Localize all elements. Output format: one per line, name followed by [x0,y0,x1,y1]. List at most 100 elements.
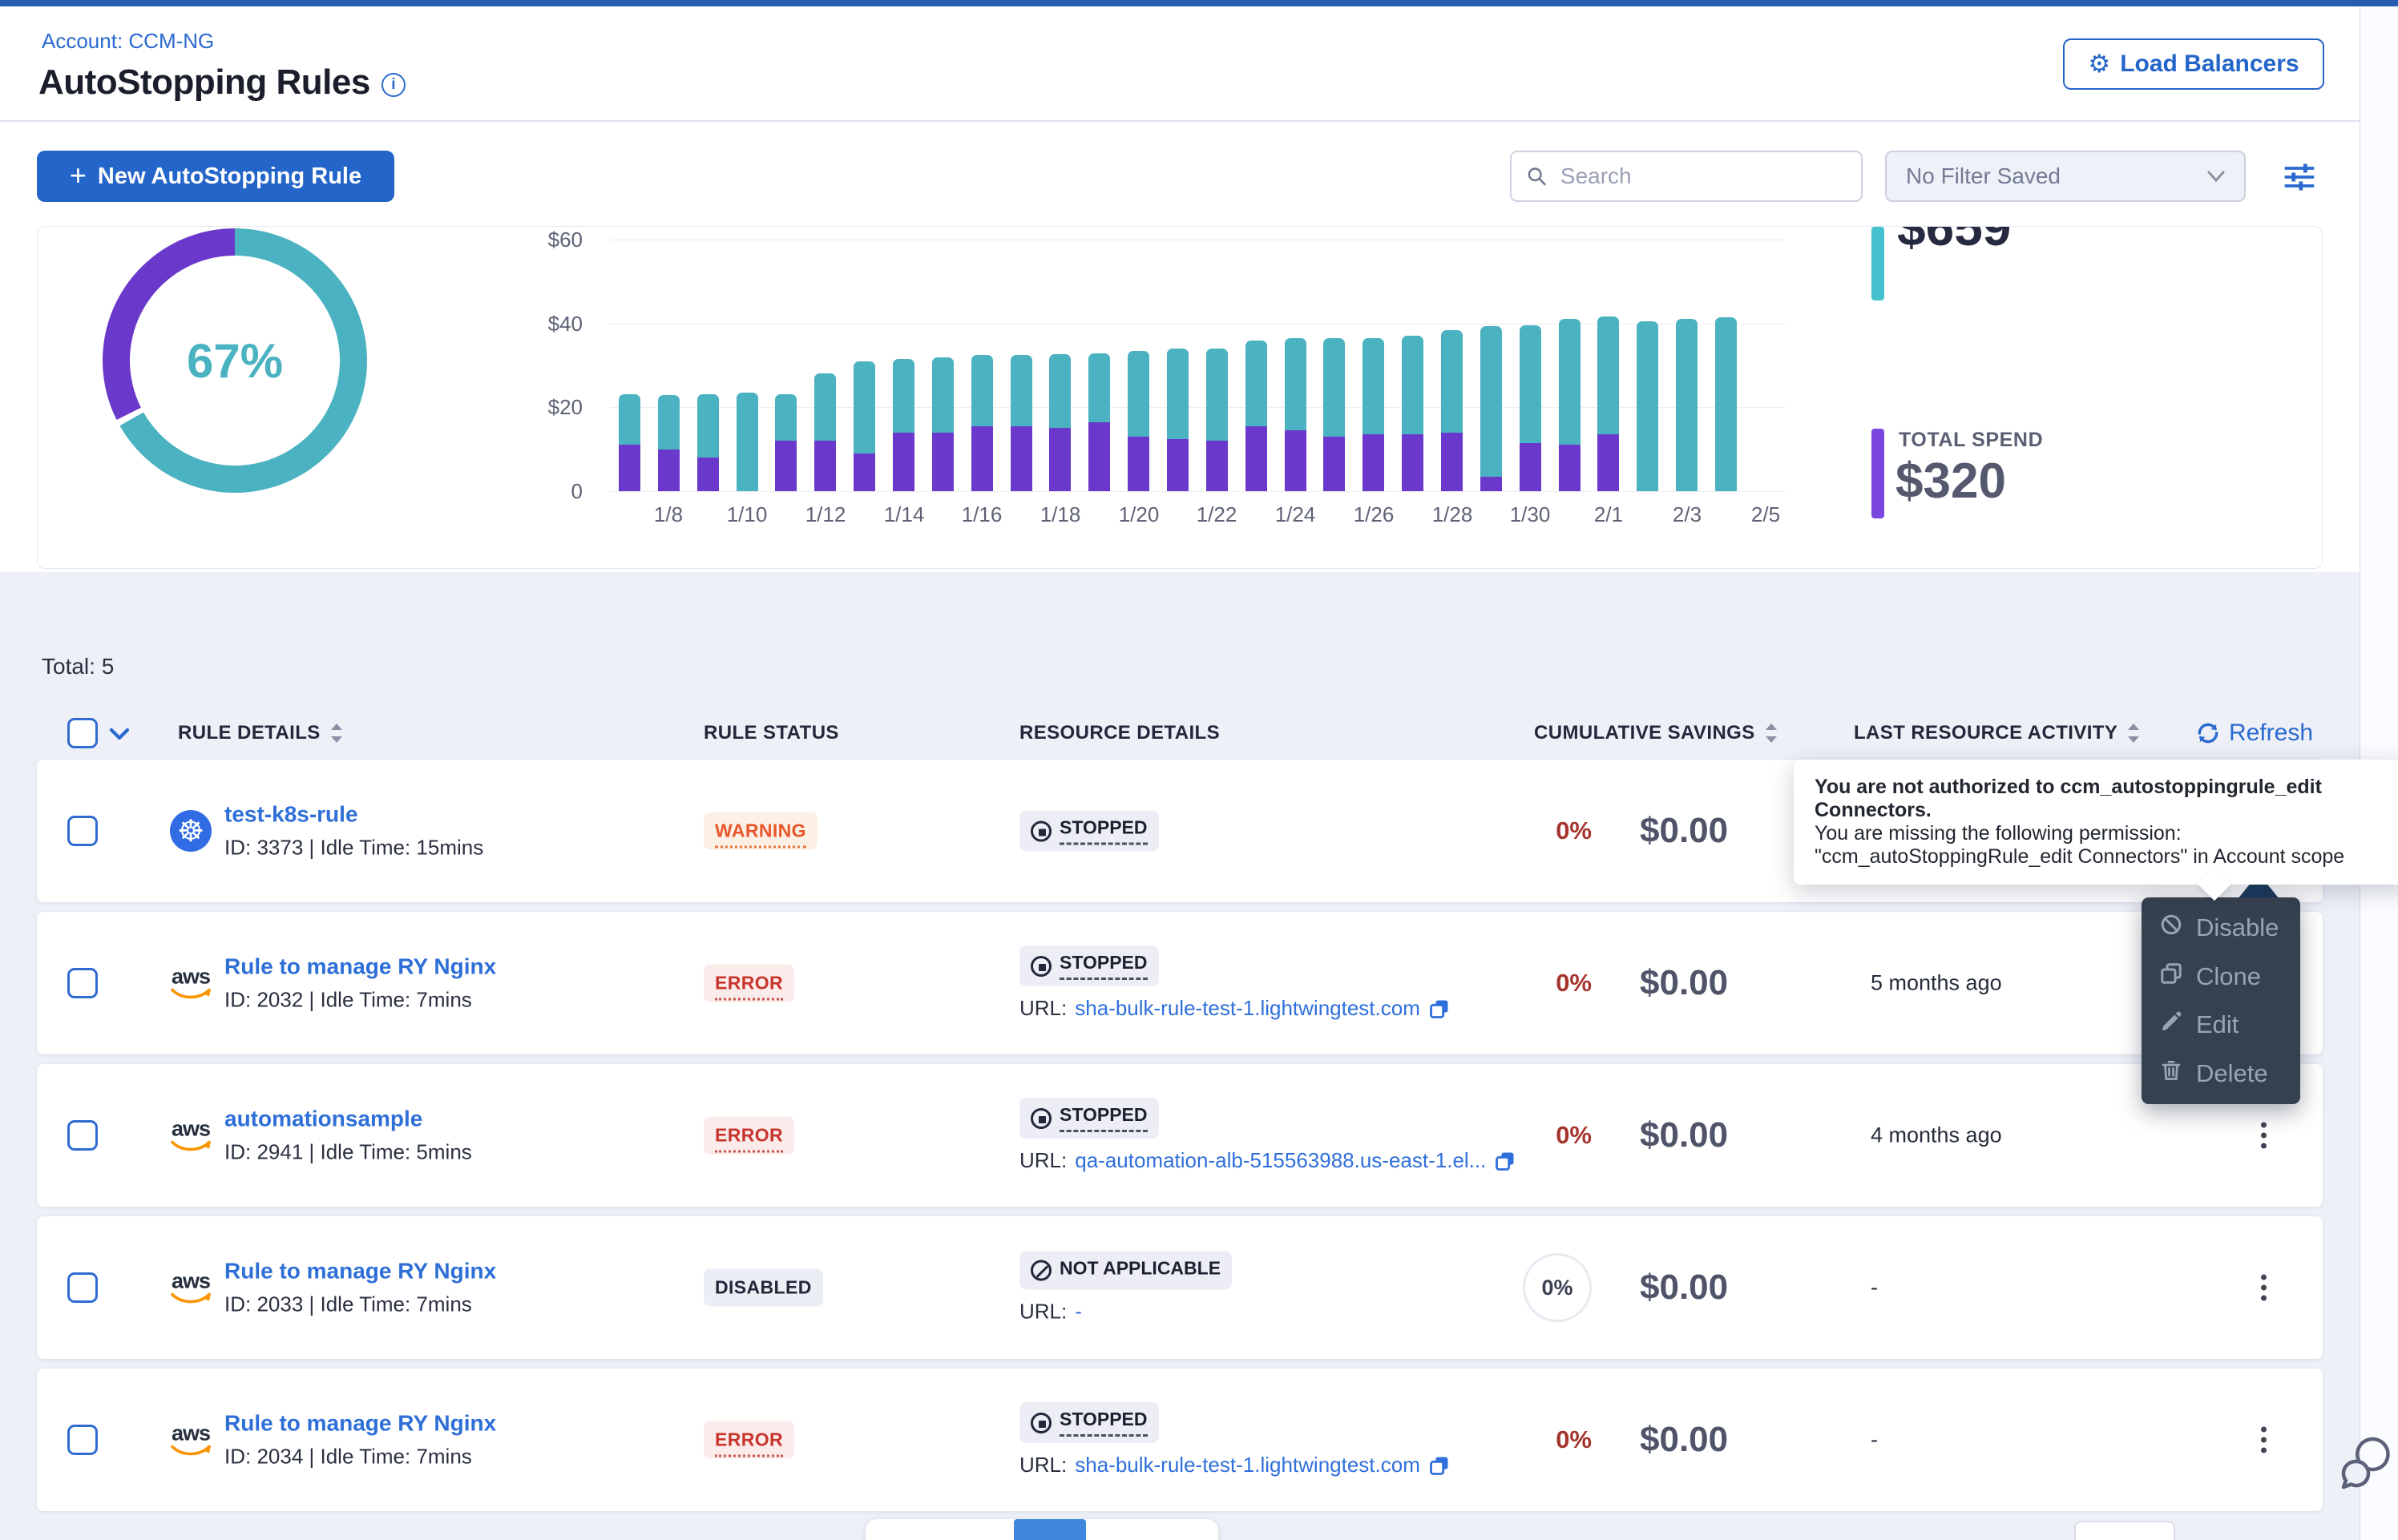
cumulative-savings-amount: $0.00 [1640,811,1729,850]
gear-icon: ⚙ [2088,49,2111,79]
refresh-button[interactable]: Refresh [2190,719,2318,748]
spend-savings-bar-chart [610,227,1785,492]
bar-1/19 [1088,353,1111,491]
resource-details-cell: STOPPED [1019,810,1159,852]
rule-name-link[interactable]: Rule to manage RY Nginx [224,1258,497,1284]
saved-filter-select[interactable]: No Filter Saved [1885,151,2246,202]
column-rule-details[interactable]: RULE DETAILS [178,721,345,745]
menu-item-edit[interactable]: Edit [2142,1002,2300,1048]
bar-slot [923,227,963,491]
select-all-checkbox[interactable] [67,718,98,748]
resource-url: URL: - [1019,1299,1082,1324]
row-checkbox[interactable] [67,968,98,998]
rule-status-cell: ERROR [704,964,795,1002]
bar-1/25 [1323,338,1346,491]
plus-icon: + [69,158,87,191]
account-breadcrumb[interactable]: Account: CCM-NG [42,29,215,53]
bar-1/12 [814,373,837,491]
chat-bubbles-icon [2341,1437,2390,1490]
bar-1/15 [931,357,954,491]
rule-name-link[interactable]: test-k8s-rule [224,801,358,827]
cumulative-savings-percent-cell: 0% [1472,969,1592,998]
bar-slot [1276,227,1315,491]
cumulative-savings-amount: $0.00 [1640,1420,1729,1459]
stopped-icon [1031,1412,1052,1433]
resource-url-link[interactable]: sha-bulk-rule-test-1.lightwingtest.com [1075,1453,1420,1477]
row-checkbox[interactable] [67,1272,98,1303]
copy-icon[interactable] [1428,1454,1451,1477]
bar-1/18 [1049,354,1072,491]
row-menu-button[interactable] [2246,1421,2281,1460]
load-balancers-button[interactable]: ⚙ Load Balancers [2063,38,2324,90]
total-count: Total: 5 [42,654,115,679]
savings-percent: 0% [1556,816,1592,845]
resource-details-cell: STOPPED URL: qa-automation-alb-515563988.… [1019,1098,1516,1173]
copy-icon[interactable] [1494,1150,1516,1172]
x-tick-label: 1/24 [1274,502,1316,526]
sort-icon[interactable] [2126,721,2142,745]
column-cumulative-savings[interactable]: CUMULATIVE SAVINGS [1534,721,1779,745]
menu-item-delete[interactable]: Delete [2142,1050,2300,1097]
donut-hole: 67% [130,256,340,466]
resource-url-link[interactable]: - [1075,1299,1082,1324]
bar-slot [1550,227,1589,491]
help-chat-button[interactable] [2337,1433,2398,1505]
filter-panel-button[interactable] [2281,160,2318,196]
new-autostopping-rule-button[interactable]: + New AutoStopping Rule [37,151,394,202]
bar-slot [1040,227,1080,491]
column-last-resource-activity[interactable]: LAST RESOURCE ACTIVITY [1854,721,2142,745]
info-icon[interactable]: i [381,73,406,97]
row-menu-button[interactable] [2246,1116,2281,1155]
rule-meta: ID: 3373 | Idle Time: 15mins [224,835,484,860]
row-menu-button[interactable] [2246,1268,2281,1308]
clone-icon [2159,961,2183,992]
copy-icon[interactable] [1428,998,1451,1020]
bar-slot [1237,227,1276,491]
edit-icon [2159,1010,2183,1040]
bar-slot [1080,227,1119,491]
table-row: aws Rule to manage RY Nginx ID: 2033 | I… [37,1216,2323,1359]
rule-status-cell: WARNING [704,812,818,850]
resource-url: URL: qa-automation-alb-515563988.us-east… [1019,1148,1516,1173]
resource-status-badge: STOPPED [1019,945,1159,986]
menu-item-disable[interactable]: Disable [2142,905,2300,951]
tooltip-line-2: You are missing the following permission… [1815,822,2182,845]
menu-item-clone[interactable]: Clone [2142,953,2300,1000]
resource-url-link[interactable]: sha-bulk-rule-test-1.lightwingtest.com [1075,996,1420,1020]
cumulative-savings-amount: $0.00 [1640,1115,1729,1155]
bar-1/17 [1010,355,1032,491]
page-size-button[interactable] [2074,1521,2175,1540]
rule-status-cell: ERROR [704,1421,795,1459]
bar-slot [805,227,845,491]
rule-status-badge: ERROR [704,1421,795,1459]
row-checkbox[interactable] [67,1425,98,1455]
pagination-bar[interactable] [866,1519,1218,1540]
filter-sliders-icon [2284,163,2315,191]
y-tick-label: $20 [547,395,583,419]
rule-name-link[interactable]: Rule to manage RY Nginx [224,953,497,979]
x-tick-label: 1/20 [1118,502,1160,526]
savings-donut-chart: 67% [103,228,367,493]
sort-icon[interactable] [1763,721,1779,745]
row-checkbox[interactable] [67,816,98,846]
rule-status-cell: DISABLED [704,1268,823,1307]
rule-name-link[interactable]: automationsample [224,1106,423,1131]
spend-accent-bar [1871,429,1884,518]
x-tick-label: 2/3 [1672,502,1702,526]
resource-status-badge: STOPPED [1019,1402,1159,1443]
active-page-button[interactable] [1014,1519,1086,1540]
search-input[interactable] [1558,163,1847,190]
resource-status-badge: STOPPED [1019,810,1159,852]
row-checkbox[interactable] [67,1120,98,1151]
sort-icon[interactable] [329,721,345,745]
rule-name-link[interactable]: Rule to manage RY Nginx [224,1410,497,1436]
resource-url-link[interactable]: qa-automation-alb-515563988.us-east-1.el… [1075,1148,1487,1172]
expand-all-chevron-icon[interactable] [109,728,130,741]
bar-1/26 [1362,338,1385,491]
resource-details-cell: STOPPED URL: sha-bulk-rule-test-1.lightwi… [1019,945,1451,1021]
savings-percent: 0% [1556,969,1592,997]
bar-slot [1667,227,1706,491]
bar-2/3 [1676,319,1698,491]
x-tick-label: 1/30 [1509,502,1551,526]
page-title: AutoStopping Rules [38,62,370,102]
